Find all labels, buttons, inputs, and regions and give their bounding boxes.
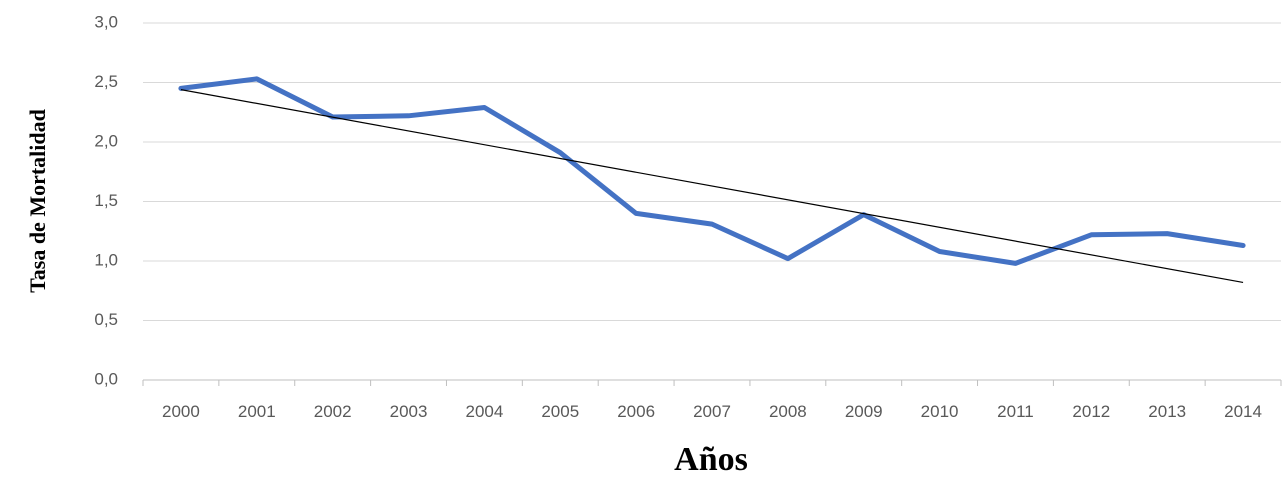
x-tick-label: 2000 (162, 402, 200, 421)
y-tick-labels: 0,0 0,5 1,0 1,5 2,0 2,5 3,0 (94, 12, 118, 388)
trendline (180, 89, 1244, 284)
x-axis (142, 379, 1282, 386)
x-tick-label: 2014 (1224, 402, 1262, 421)
x-tick-label: 2001 (238, 402, 276, 421)
x-axis-title: Años (674, 441, 748, 478)
x-tick-label: 2006 (617, 402, 655, 421)
series-group (178, 76, 1246, 266)
x-tick-label: 2002 (314, 402, 352, 421)
y-axis-title: Tasa de Mortalidad (25, 109, 50, 293)
x-tick-label: 2005 (541, 402, 579, 421)
x-tick-label: 2007 (693, 402, 731, 421)
x-tick-label: 2010 (921, 402, 959, 421)
y-tick-label: 2,0 (94, 131, 118, 150)
trendline-group (180, 89, 1244, 284)
y-tick-label: 3,0 (94, 12, 118, 31)
y-tick-label: 1,5 (94, 191, 118, 210)
x-tick-label: 2009 (845, 402, 883, 421)
x-tick-labels: 2000 2001 2002 2003 2004 2005 2006 2007 2008 2009… (162, 402, 1262, 421)
y-tick-label: 2,5 (94, 72, 118, 91)
series-line (178, 76, 1246, 266)
y-tick-label: 0,0 (94, 369, 118, 388)
y-tick-label: 1,0 (94, 250, 118, 269)
x-tick-label: 2008 (769, 402, 807, 421)
x-tick-label: 2013 (1148, 402, 1186, 421)
gridlines (143, 22, 1281, 321)
x-tick-label: 2003 (390, 402, 428, 421)
y-tick-label: 0,5 (94, 310, 118, 329)
x-tick-label: 2012 (1072, 402, 1110, 421)
x-tick-label: 2011 (997, 402, 1034, 421)
x-tick-label: 2004 (465, 402, 503, 421)
